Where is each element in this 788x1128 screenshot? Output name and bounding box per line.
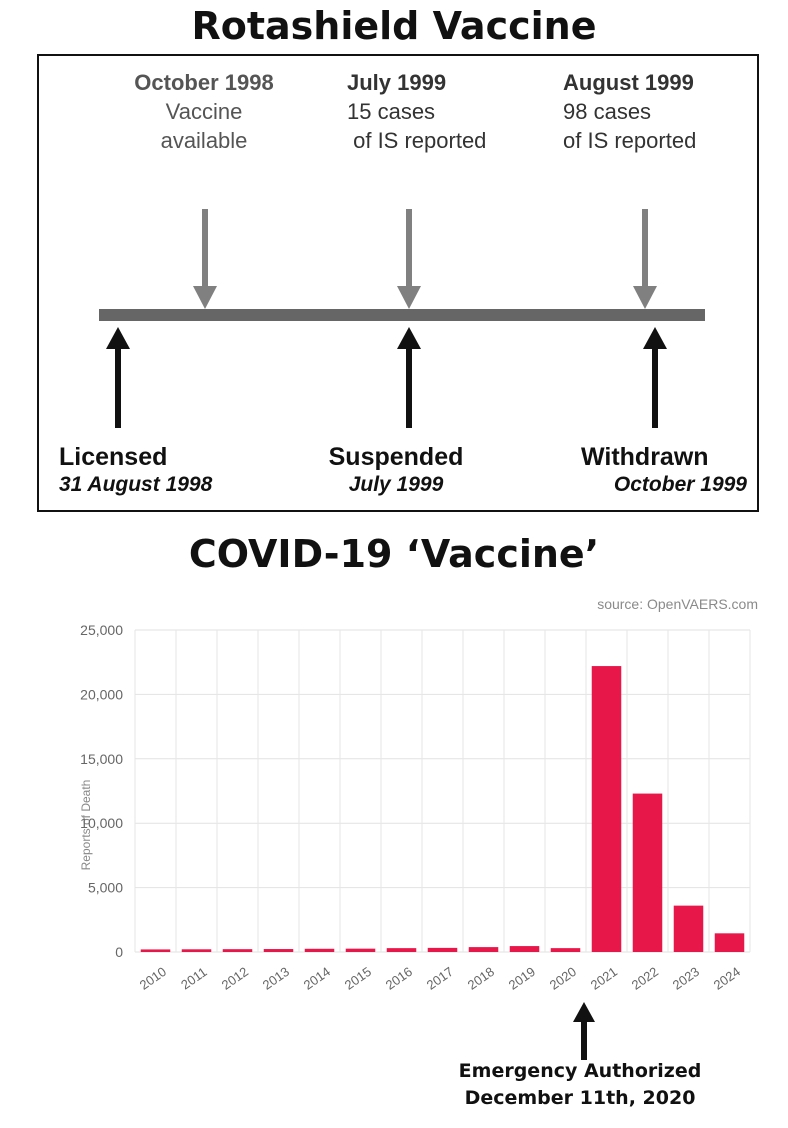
x-tick-label: 2011 — [178, 964, 210, 992]
bar — [714, 933, 745, 952]
deaths-bar-chart: source: OpenVAERS.com Reports of Death 0… — [40, 590, 760, 1060]
event-august-1999: August 1999 98 cases of IS reported — [563, 68, 733, 155]
bar — [632, 793, 663, 952]
event-line: Vaccine — [165, 99, 243, 124]
bar — [345, 948, 376, 952]
milestone-withdrawn: Withdrawn October 1999 — [581, 442, 747, 498]
up-arrow-suspended — [397, 327, 421, 428]
x-tick-label: 2010 — [137, 964, 169, 993]
x-tick-label: 2016 — [383, 964, 415, 993]
bar — [427, 947, 458, 952]
y-tick-label: 25,000 — [80, 622, 123, 638]
down-arrow-august-1999 — [633, 209, 657, 309]
bar — [263, 949, 294, 952]
event-line: 15 cases — [347, 99, 436, 124]
y-tick-label: 10,000 — [80, 815, 123, 831]
event-line: of IS reported — [563, 128, 697, 153]
annotation-line-2: December 11th, 2020 — [464, 1087, 696, 1109]
x-tick-label: 2019 — [506, 964, 538, 993]
bar — [591, 666, 622, 952]
x-tick-label: 2021 — [588, 964, 620, 993]
milestone-date: October 1999 — [613, 473, 747, 496]
rotashield-timeline: October 1998 Vaccine available July 1999… — [37, 54, 759, 512]
event-line: of IS reported — [347, 128, 487, 153]
annotation-line-1: Emergency Authorized — [458, 1060, 702, 1082]
milestone-licensed: Licensed 31 August 1998 — [59, 442, 212, 498]
milestone-title: Suspended — [328, 443, 464, 471]
timeline-bar — [99, 309, 705, 321]
x-tick-label: 2017 — [424, 964, 456, 993]
bar — [140, 949, 171, 952]
down-arrow-july-1999 — [397, 209, 421, 309]
milestone-title: Withdrawn — [581, 443, 709, 471]
down-arrow-october-1998 — [193, 209, 217, 309]
event-line: 98 cases — [563, 99, 652, 124]
bar — [550, 948, 581, 952]
top-title: Rotashield Vaccine — [191, 4, 597, 48]
event-title: July 1999 — [347, 70, 447, 95]
bottom-title: COVID-19 ‘Vaccine’ — [188, 532, 600, 576]
y-tick-label: 5,000 — [88, 880, 123, 896]
bar — [673, 905, 704, 952]
y-tick-label: 0 — [115, 944, 123, 960]
chart-source: source: OpenVAERS.com — [597, 596, 758, 612]
bar — [468, 947, 499, 952]
event-line: available — [160, 128, 248, 153]
event-july-1999: July 1999 15 cases of IS reported — [347, 68, 517, 155]
x-tick-label: 2018 — [465, 964, 497, 993]
x-tick-label: 2014 — [301, 964, 333, 993]
x-tick-label: 2024 — [711, 964, 743, 993]
timeline-graphic — [99, 209, 705, 428]
milestone-date: July 1999 — [348, 473, 444, 496]
bar — [304, 948, 335, 952]
x-tick-label: 2020 — [547, 964, 579, 993]
up-arrow-withdrawn — [643, 327, 667, 428]
y-tick-label: 15,000 — [80, 751, 123, 767]
up-arrow-licensed — [106, 327, 130, 428]
x-tick-label: 2015 — [342, 964, 374, 993]
event-october-1998: October 1998 Vaccine available — [129, 68, 279, 155]
bar — [386, 948, 417, 952]
emergency-authorized-annotation: Emergency Authorized December 11th, 2020 — [430, 1058, 730, 1112]
milestone-date: 31 August 1998 — [59, 473, 213, 496]
event-title: August 1999 — [563, 70, 694, 95]
chart-svg: 0 5,000 10,000 15,000 20,000 25,000 2010 2011 20… — [80, 622, 751, 993]
bar — [222, 949, 253, 952]
event-title: October 1998 — [134, 70, 274, 95]
x-tick-label: 2023 — [670, 964, 702, 993]
x-tick-label: 2022 — [629, 964, 661, 993]
milestone-suspended: Suspended July 1999 — [321, 442, 471, 498]
bar — [509, 946, 540, 952]
x-tick-label: 2013 — [260, 964, 292, 993]
x-tick-label: 2012 — [219, 964, 251, 993]
bar — [181, 949, 212, 952]
milestone-title: Licensed — [59, 443, 168, 471]
y-tick-label: 20,000 — [80, 686, 123, 702]
